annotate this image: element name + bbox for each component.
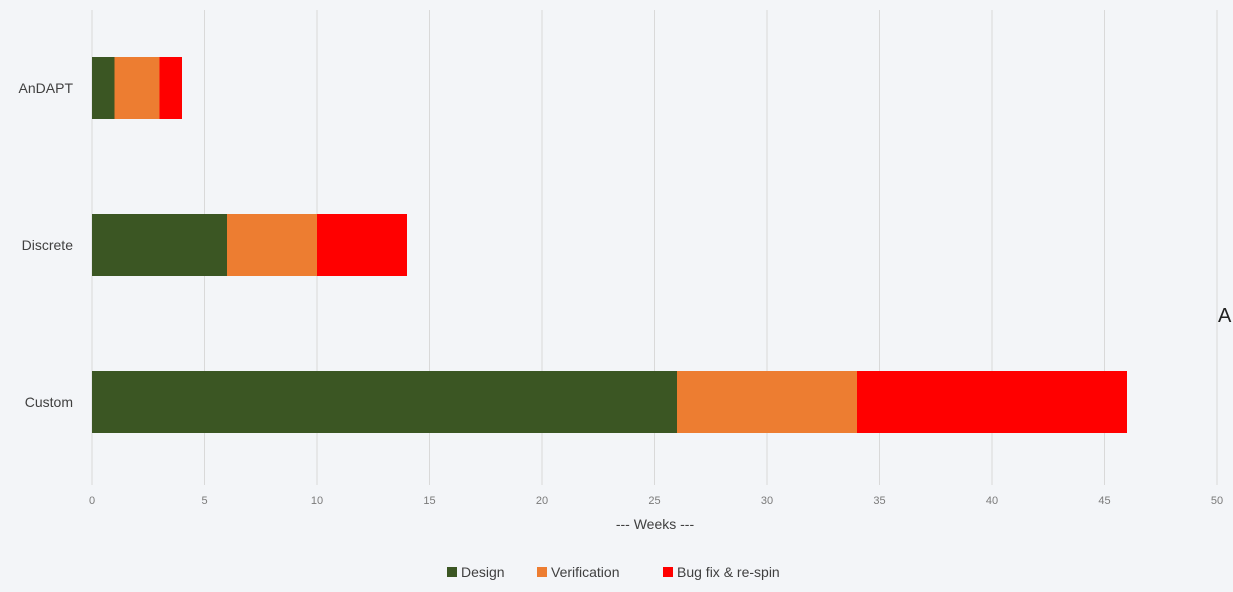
- legend-swatch: [537, 567, 547, 577]
- bar-segment: [92, 214, 227, 276]
- x-tick-label: 0: [89, 495, 95, 507]
- bar-segment: [114, 57, 160, 119]
- bar-segment: [677, 371, 857, 433]
- value-axis: 0 5 10 15 20 25 30 35 40 45 50: [89, 495, 1223, 507]
- legend-entry: Bug fix & re-spin: [677, 564, 780, 580]
- bar-segment: [317, 214, 407, 276]
- x-tick-label: 10: [311, 495, 323, 507]
- x-tick-label: 50: [1211, 495, 1223, 507]
- x-tick-label: 15: [423, 495, 435, 507]
- bar-segment: [227, 214, 317, 276]
- legend-entry: Verification: [551, 564, 619, 580]
- x-tick-label: 25: [648, 495, 660, 507]
- bar-segment: [92, 371, 677, 433]
- x-tick-label: 5: [201, 495, 207, 507]
- bar-segment: [92, 57, 115, 119]
- legend: Design Verification Bug fix & re-spin: [447, 564, 780, 580]
- bars: [92, 57, 1127, 433]
- bar-segment: [159, 57, 182, 119]
- legend-swatch: [663, 567, 673, 577]
- category-label: AnDAPT: [19, 80, 74, 96]
- stray-text: A: [1218, 305, 1232, 327]
- category-label: Custom: [25, 394, 73, 410]
- x-tick-label: 20: [536, 495, 548, 507]
- category-axis: AnDAPT Discrete Custom: [19, 80, 74, 410]
- legend-swatch: [447, 567, 457, 577]
- legend-entry: Design: [461, 564, 505, 580]
- x-tick-label: 35: [873, 495, 885, 507]
- bar-segment: [857, 371, 1127, 433]
- x-axis-title: --- Weeks ---: [616, 516, 695, 532]
- x-tick-label: 30: [761, 495, 773, 507]
- x-tick-label: 45: [1098, 495, 1110, 507]
- x-tick-label: 40: [986, 495, 998, 507]
- category-label: Discrete: [22, 237, 74, 253]
